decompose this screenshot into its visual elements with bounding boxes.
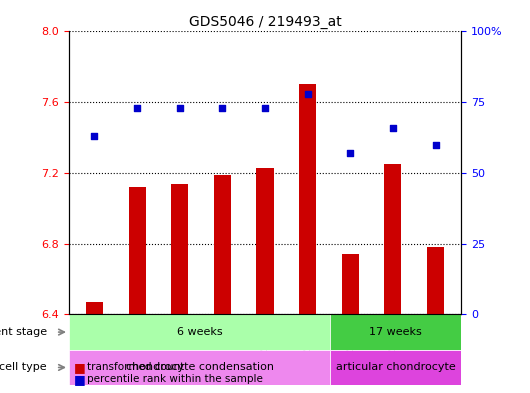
Point (175, 105, 184, 111)
FancyBboxPatch shape (69, 314, 330, 350)
Text: cell type: cell type (0, 362, 47, 373)
Bar (384, 164, 401, 314)
Bar (257, 168, 273, 314)
Bar (214, 175, 231, 314)
Point (431, 141, 440, 148)
Text: percentile rank within the sample: percentile rank within the sample (87, 374, 263, 384)
Text: 17 weeks: 17 weeks (369, 327, 422, 337)
Text: ■: ■ (74, 361, 86, 374)
Bar (427, 247, 444, 314)
Text: articular chondrocyte: articular chondrocyte (336, 362, 456, 373)
Text: transformed count: transformed count (87, 362, 184, 373)
Bar (299, 84, 316, 314)
Bar (86, 302, 103, 314)
Text: 6 weeks: 6 weeks (177, 327, 223, 337)
Bar (171, 184, 188, 314)
FancyBboxPatch shape (330, 314, 461, 350)
Bar (129, 187, 146, 314)
Bar (342, 254, 359, 314)
Text: ■: ■ (74, 373, 86, 386)
Point (90, 133, 99, 139)
FancyBboxPatch shape (69, 350, 330, 385)
Title: GDS5046 / 219493_at: GDS5046 / 219493_at (189, 15, 341, 29)
Point (303, 90, 312, 97)
Point (133, 105, 142, 111)
FancyBboxPatch shape (330, 350, 461, 385)
Point (388, 125, 397, 131)
Point (261, 105, 269, 111)
Text: development stage: development stage (0, 327, 47, 337)
Point (346, 150, 355, 156)
Text: chondrocyte condensation: chondrocyte condensation (126, 362, 273, 373)
Point (218, 105, 227, 111)
